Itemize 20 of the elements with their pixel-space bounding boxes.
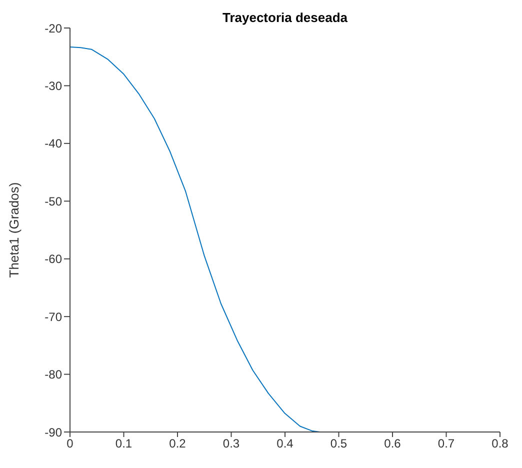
chart-title: Trayectoria deseada	[222, 10, 348, 25]
x-tick-label: 0.7	[438, 436, 455, 451]
y-tick-label: -70	[44, 310, 62, 324]
y-tick-label: -90	[44, 425, 62, 440]
x-tick-label: 0.6	[384, 436, 402, 451]
y-tick-label: -80	[44, 368, 62, 382]
y-tick-label: -50	[44, 194, 62, 208]
x-tick-label: 0	[66, 436, 74, 451]
x-tick-label: 0.4	[276, 436, 294, 451]
y-tick-label: -30	[44, 78, 62, 93]
x-tick-label: 0.8	[492, 436, 509, 451]
x-tick-label: 0.5	[330, 436, 348, 451]
y-tick-label: -20	[44, 21, 62, 36]
x-tick-label: 0.1	[115, 436, 132, 451]
y-axis-title: Theta1 (Grados)	[6, 182, 22, 278]
y-tick-label: -40	[44, 136, 62, 151]
x-tick-label: 0.2	[169, 436, 186, 451]
line-series	[70, 46, 320, 432]
x-tick-label: 0.3	[222, 436, 240, 451]
y-tick-label: -60	[44, 252, 62, 266]
